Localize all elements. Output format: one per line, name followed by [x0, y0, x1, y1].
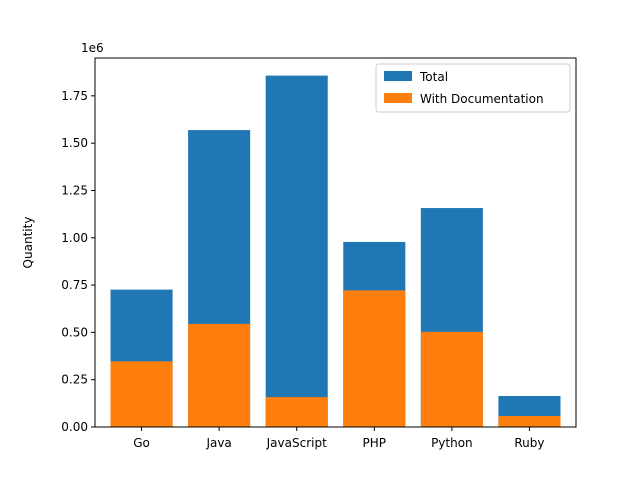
bar-with-documentation-javascript: [265, 397, 328, 427]
y-tick-label: 0.75: [61, 278, 88, 292]
bar-with-documentation-python: [420, 331, 483, 427]
y-tick-label: 0.00: [61, 420, 88, 434]
y-tick-label: 1.50: [61, 136, 88, 150]
x-tick-label-java: Java: [205, 436, 231, 450]
bar-with-documentation-go: [110, 361, 173, 427]
x-tick-label-go: Go: [133, 436, 150, 450]
legend-label-with-documentation: With Documentation: [420, 92, 544, 106]
axes-frame: [94, 57, 577, 428]
y-axis-label: Quantity: [21, 217, 35, 269]
x-axis-ticks: Go Java JavaScript PHP Python Ruby: [133, 427, 545, 450]
x-tick-label-javascript: JavaScript: [266, 436, 327, 450]
x-tick-label-python: Python: [431, 436, 473, 450]
y-tick-label: 0.50: [61, 325, 88, 339]
bars-layer: [110, 75, 561, 428]
bar-with-documentation-php: [343, 290, 406, 427]
y-tick-label: 1.00: [61, 231, 88, 245]
legend-label-total: Total: [419, 70, 448, 84]
y-axis-ticks: 0.00 0.25 0.50 0.75 1.00 1.25 1.50 1.75: [61, 89, 95, 434]
y-axis-multiplier: 1e6: [81, 41, 104, 55]
legend-swatch-with-documentation: [384, 93, 412, 103]
bar-with-documentation-java: [188, 323, 251, 427]
bar-with-documentation-ruby: [498, 416, 561, 427]
legend-swatch-total: [384, 71, 412, 81]
y-tick-label: 1.25: [61, 183, 88, 197]
bar-total-javascript: [265, 75, 328, 428]
y-tick-label: 0.25: [61, 373, 88, 387]
legend: Total With Documentation: [375, 63, 571, 113]
legend-box: [375, 63, 571, 113]
x-tick-label-ruby: Ruby: [514, 436, 544, 450]
y-tick-label: 1.75: [61, 89, 88, 103]
x-tick-label-php: PHP: [363, 436, 387, 450]
